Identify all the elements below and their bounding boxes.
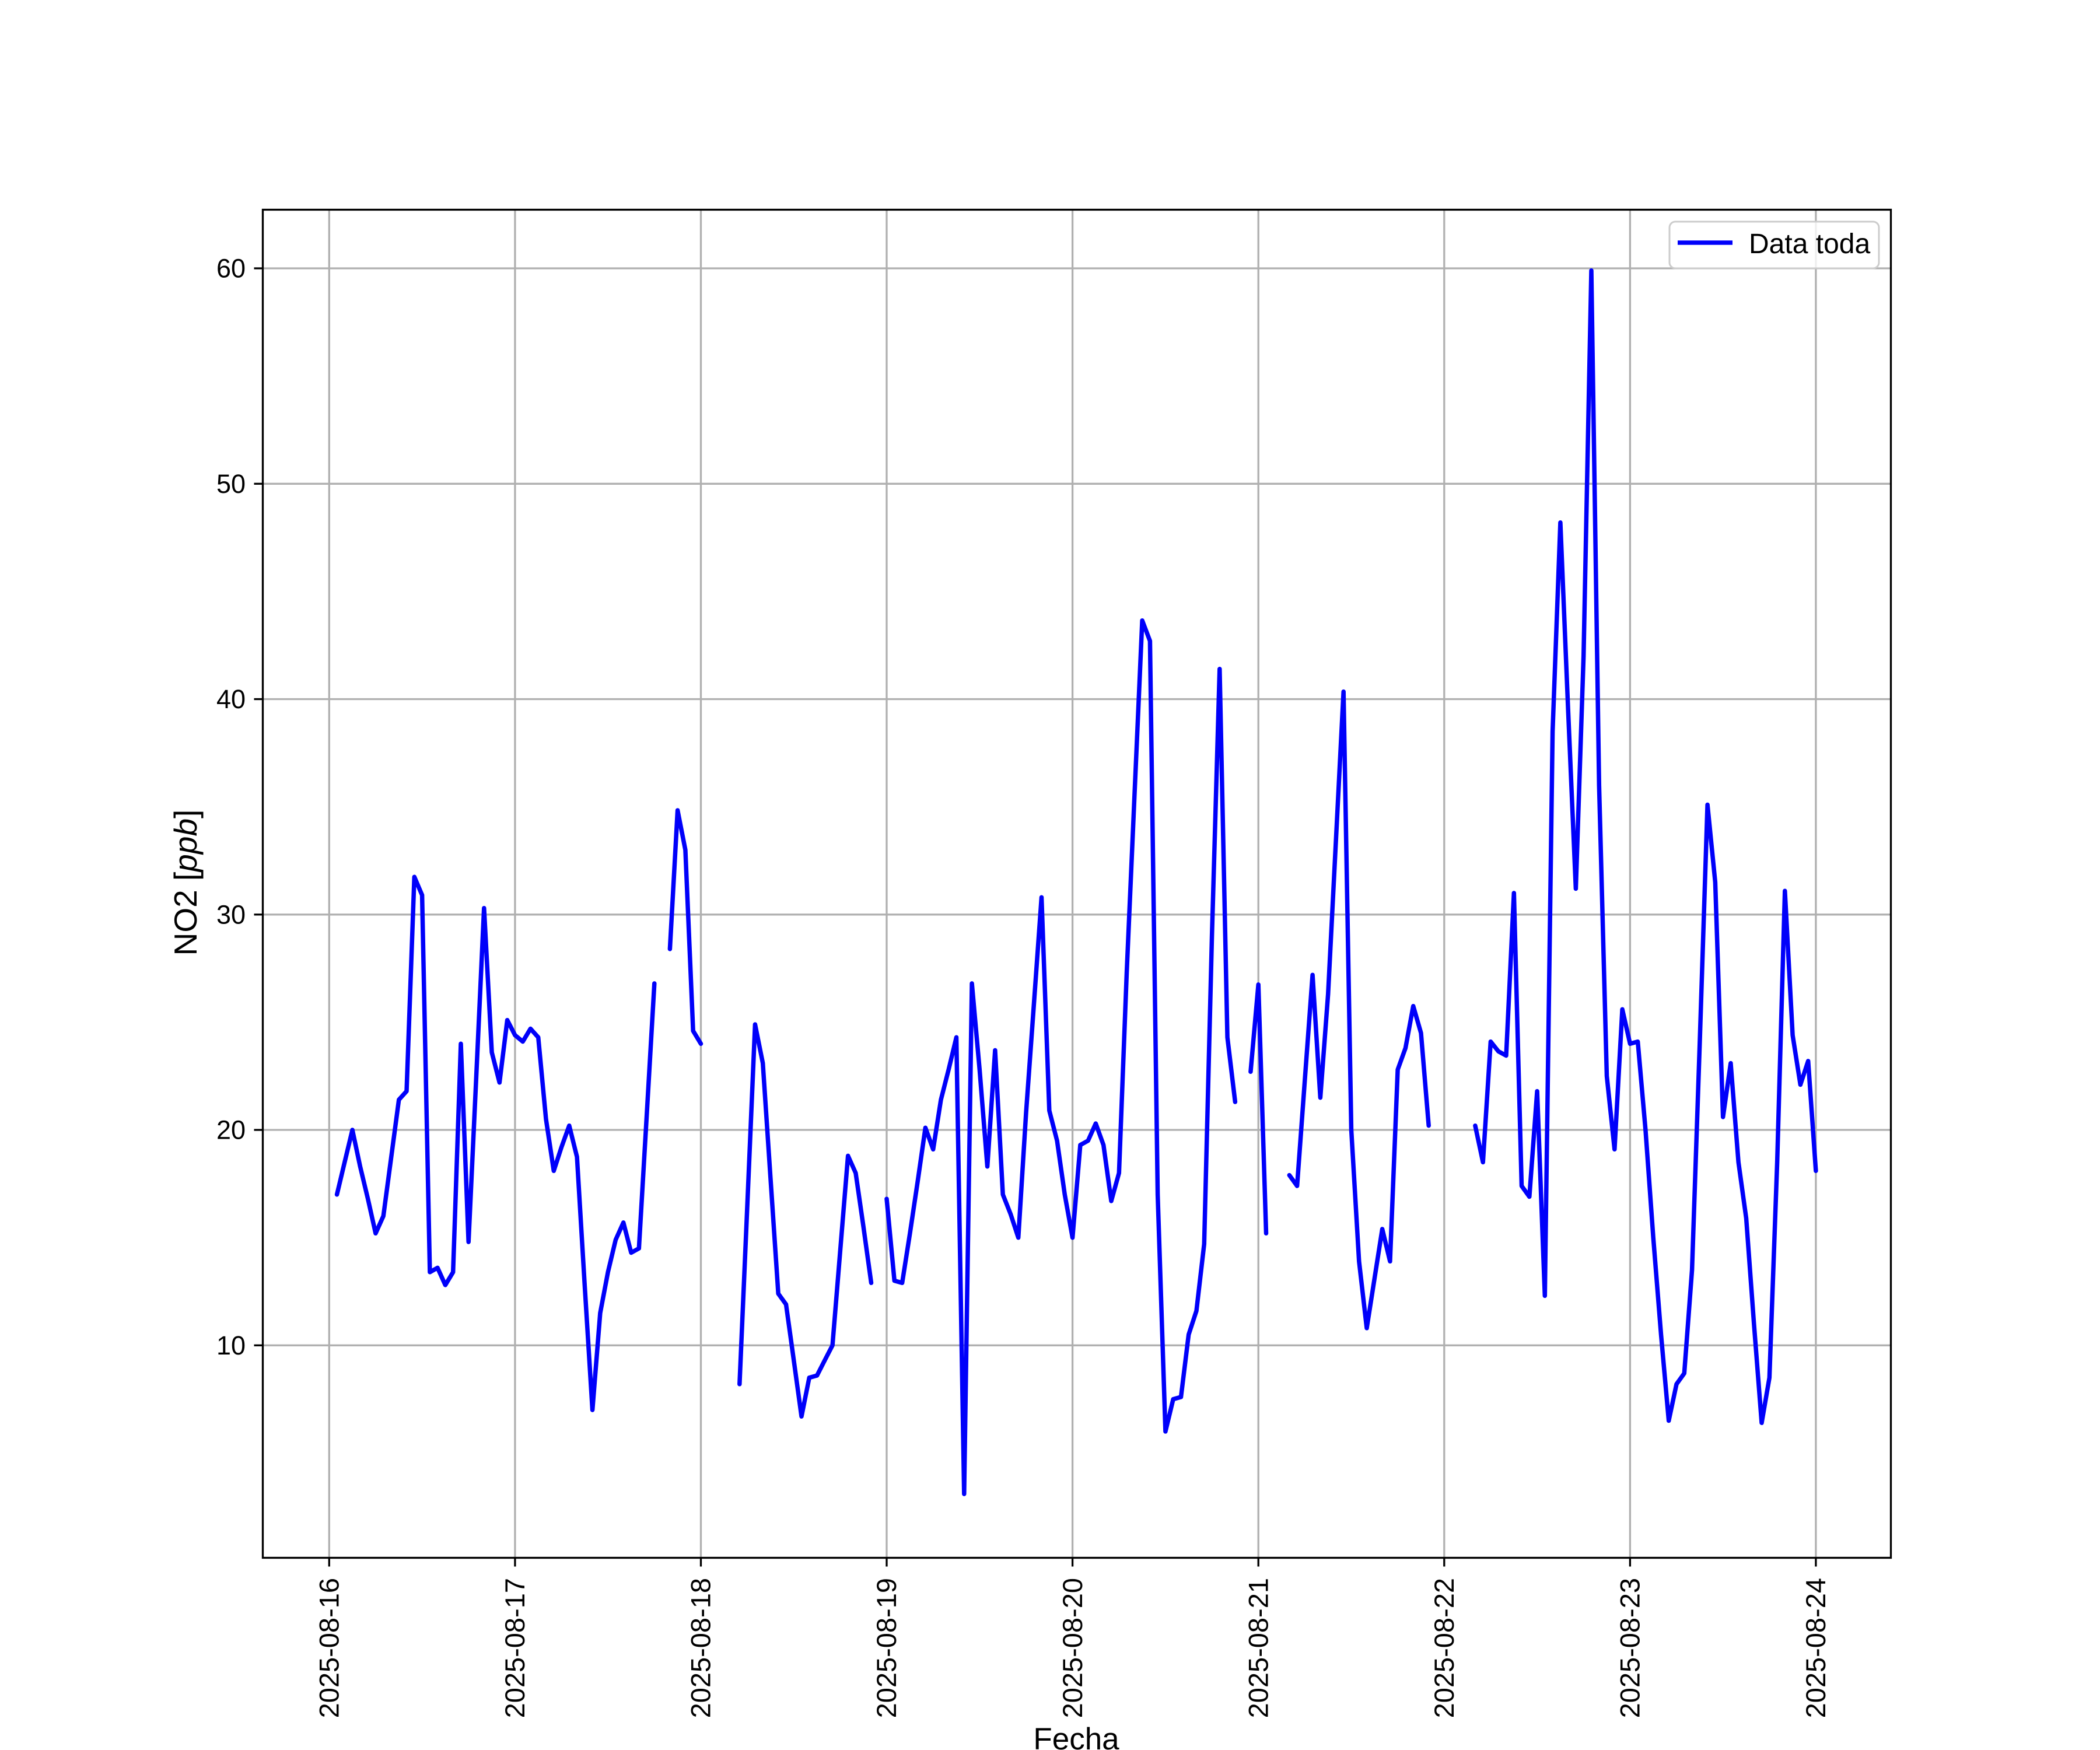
svg-text:2025-08-21: 2025-08-21 <box>1242 1578 1273 1718</box>
svg-text:2025-08-18: 2025-08-18 <box>685 1578 716 1718</box>
svg-text:2025-08-23: 2025-08-23 <box>1615 1578 1646 1718</box>
svg-text:2025-08-16: 2025-08-16 <box>314 1578 345 1718</box>
svg-text:Data toda: Data toda <box>1749 229 1870 260</box>
svg-text:30: 30 <box>216 900 246 929</box>
svg-text:2025-08-22: 2025-08-22 <box>1429 1578 1460 1718</box>
svg-text:2025-08-20: 2025-08-20 <box>1057 1578 1088 1718</box>
svg-text:2025-08-24: 2025-08-24 <box>1800 1578 1831 1718</box>
svg-text:60: 60 <box>216 254 246 284</box>
svg-text:NO2 [ppb]: NO2 [ppb] <box>167 810 204 956</box>
svg-text:40: 40 <box>216 684 246 714</box>
svg-text:2025-08-19: 2025-08-19 <box>871 1578 902 1718</box>
svg-text:10: 10 <box>216 1331 246 1360</box>
svg-text:50: 50 <box>216 469 246 499</box>
svg-text:Fecha: Fecha <box>1033 1722 1119 1750</box>
svg-text:2025-08-17: 2025-08-17 <box>499 1578 530 1718</box>
svg-text:20: 20 <box>216 1115 246 1145</box>
